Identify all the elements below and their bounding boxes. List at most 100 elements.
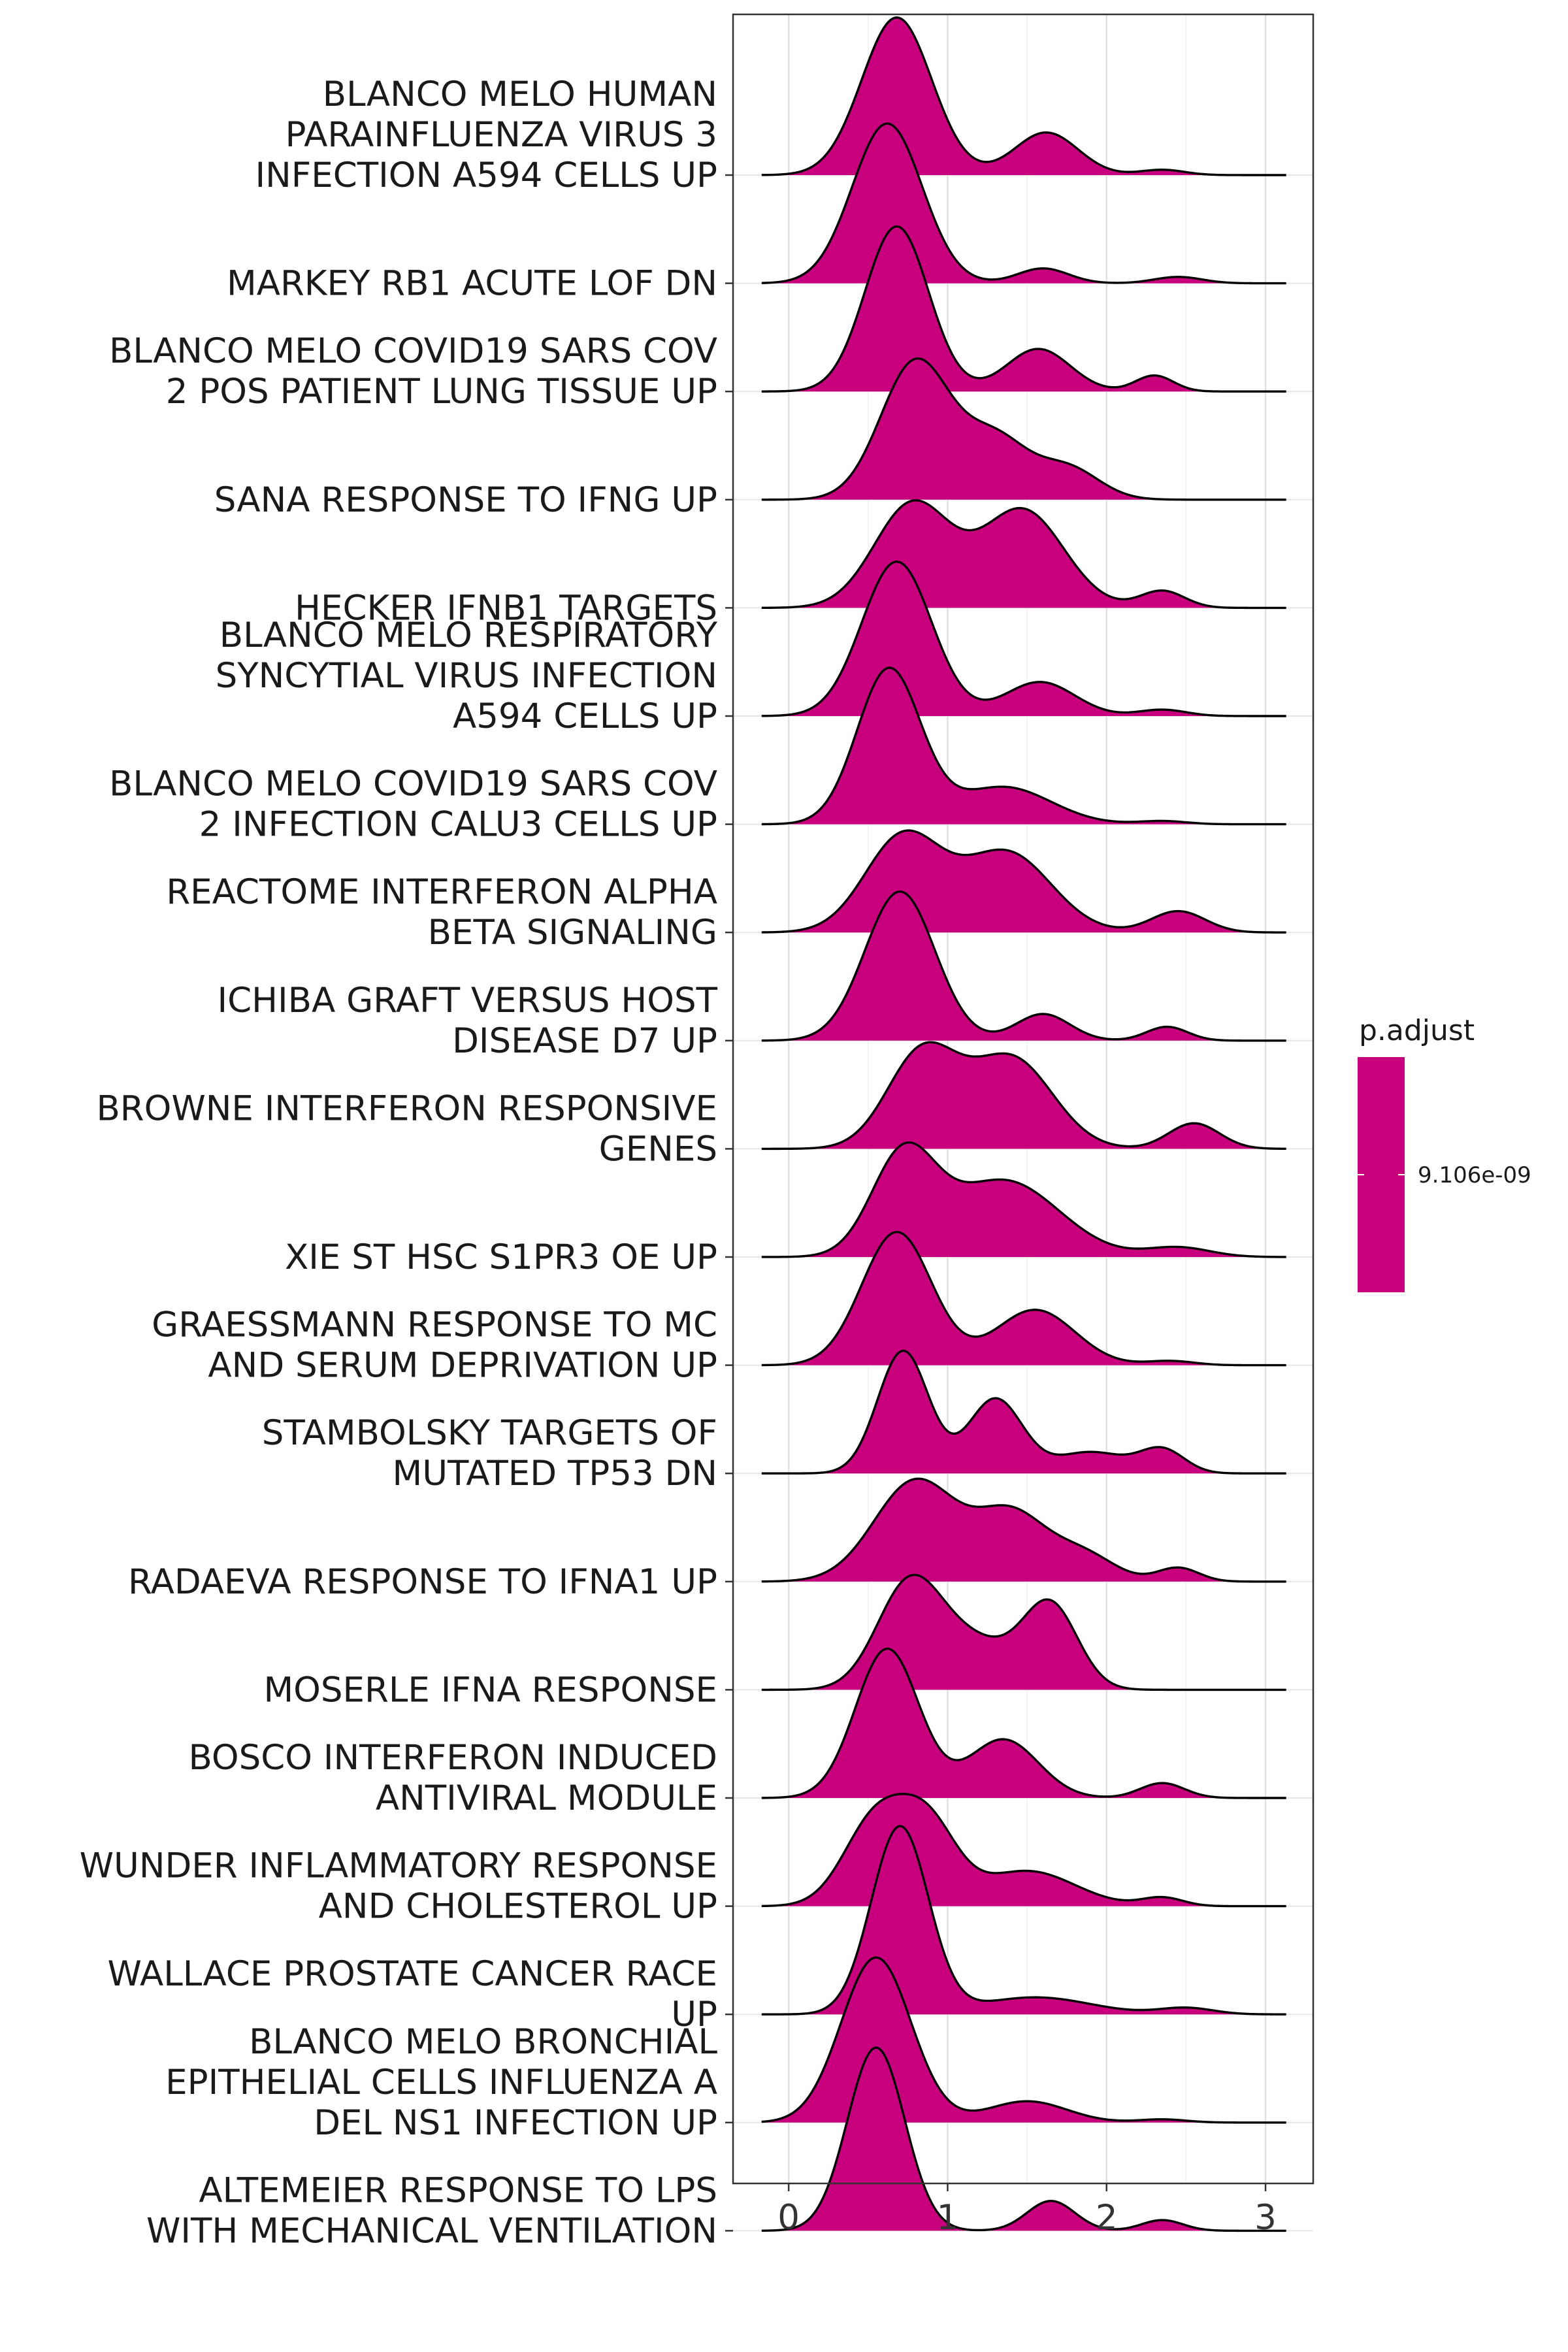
y-tick-label-line: WITH MECHANICAL VENTILATION xyxy=(146,2211,717,2251)
y-tick-label-line: INFECTION A594 CELLS UP xyxy=(255,155,717,195)
y-tick-label-line: SANA RESPONSE TO IFNG UP xyxy=(214,480,717,520)
y-tick-label-line: DEL NS1 INFECTION UP xyxy=(314,2103,717,2143)
ridge-fill xyxy=(761,2048,1286,2231)
ridge-fill xyxy=(761,1478,1286,1582)
ridge-fill xyxy=(761,1648,1286,1798)
y-tick-label-line: WUNDER INFLAMMATORY RESPONSE xyxy=(80,1846,717,1886)
y-tick-label-line: 2 INFECTION CALU3 CELLS UP xyxy=(199,805,717,845)
x-tick-label: 1 xyxy=(937,2198,959,2238)
legend-title: p.adjust xyxy=(1359,1014,1475,1047)
ridge-line xyxy=(761,357,1286,501)
ridge-line xyxy=(761,1230,1286,1367)
ridge-line xyxy=(761,666,1286,826)
y-tick-label-line: BROWNE INTERFERON RESPONSIVE xyxy=(96,1088,717,1128)
ridge-line xyxy=(761,890,1286,1042)
ridge-fill xyxy=(761,1142,1286,1257)
y-tick-label-line: MARKEY RB1 ACUTE LOF DN xyxy=(227,264,717,304)
y-tick-label-line: ANTIVIRAL MODULE xyxy=(376,1778,717,1818)
ridge-fill xyxy=(761,1350,1286,1474)
y-tick-label-line: WALLACE PROSTATE CANCER RACE xyxy=(107,1954,717,1994)
y-tick-label-line: ICHIBA GRAFT VERSUS HOST xyxy=(218,981,718,1021)
y-tick-label: SANA RESPONSE TO IFNG UP xyxy=(214,480,717,520)
y-tick-label-line: PARAINFLUENZA VIRUS 3 xyxy=(286,115,717,155)
ridge-fill xyxy=(761,226,1286,392)
y-tick-label-line: EPITHELIAL CELLS INFLUENZA A xyxy=(165,2063,717,2102)
y-tick-label-line: BLANCO MELO COVID19 SARS COV xyxy=(109,331,717,371)
ridge-line xyxy=(761,225,1286,393)
y-tick-label-line: BOSCO INTERFERON INDUCED xyxy=(188,1738,717,1778)
y-tick-label-line: BLANCO MELO BRONCHIAL xyxy=(249,2022,717,2062)
y-tick-label-line: MUTATED TP53 DN xyxy=(392,1454,717,1494)
y-tick-label-line: AND SERUM DEPRIVATION UP xyxy=(208,1346,717,1386)
y-tick-label-line: STAMBOLSKY TARGETS OF xyxy=(262,1413,717,1453)
legend-tick-label: 9.106e-09 xyxy=(1418,1162,1531,1188)
y-tick-label: RADAEVA RESPONSE TO IFNA1 UP xyxy=(128,1562,717,1602)
x-axis: 0 1 2 3 xyxy=(777,2183,1277,2238)
x-tick-label: 3 xyxy=(1254,2198,1277,2238)
y-tick-label: HECKER IFNB1 TARGETS xyxy=(295,588,717,628)
y-tick-label-line: BETA SIGNALING xyxy=(428,913,717,953)
ridge-line xyxy=(761,499,1286,610)
ridge-line xyxy=(761,1573,1286,1691)
legend: p.adjust 9.106e-09 xyxy=(1358,1014,1531,1292)
ridge-line xyxy=(761,1793,1286,1908)
y-tick-label-line: 2 POS PATIENT LUNG TISSUE UP xyxy=(166,372,717,412)
ridge-line xyxy=(761,2046,1286,2232)
ridge-fill xyxy=(761,668,1286,825)
ridge-line xyxy=(761,122,1286,285)
y-tick-label: MOSERLE IFNA RESPONSE xyxy=(263,1670,717,1710)
y-tick-label-line: GRAESSMANN RESPONSE TO MC xyxy=(152,1305,717,1345)
ridge-line xyxy=(761,1349,1286,1475)
y-tick-label-line: BLANCO MELO COVID19 SARS COV xyxy=(109,764,717,804)
ridges xyxy=(761,16,1286,2232)
ridge-line xyxy=(761,1647,1286,1799)
y-tick-label: XIE ST HSC S1PR3 OE UP xyxy=(285,1237,717,1277)
y-tick-label-line: DISEASE D7 UP xyxy=(452,1021,717,1061)
y-tick-label-line: GENES xyxy=(599,1129,717,1169)
panel-border xyxy=(732,13,1315,2185)
y-tick-label-line: ALTEMEIER RESPONSE TO LPS xyxy=(199,2170,717,2210)
y-tick-label-line: XIE ST HSC S1PR3 OE UP xyxy=(285,1237,717,1277)
ridge-line xyxy=(761,1477,1286,1583)
ridge-line xyxy=(761,1825,1286,2016)
y-tick-label-line: MOSERLE IFNA RESPONSE xyxy=(263,1670,717,1710)
ridge-line xyxy=(761,829,1286,934)
x-tick-label: 2 xyxy=(1096,2198,1118,2238)
y-tick-label-line: RADAEVA RESPONSE TO IFNA1 UP xyxy=(128,1562,717,1602)
ridge-fill xyxy=(761,1042,1286,1149)
ridge-line xyxy=(761,16,1286,176)
x-tick-label: 0 xyxy=(777,2198,800,2238)
ridge-fill xyxy=(761,891,1286,1041)
legend-colorbar xyxy=(1358,1057,1405,1292)
y-tick-label-line: UP xyxy=(671,1995,717,2034)
y-tick-label-line: A594 CELLS UP xyxy=(453,696,717,736)
y-tick-label-line: SYNCYTIAL VIRUS INFECTION xyxy=(216,656,717,696)
ridge-line xyxy=(761,1041,1286,1151)
ridge-line xyxy=(761,1141,1286,1258)
y-tick-label-line: BLANCO MELO HUMAN xyxy=(323,74,717,114)
y-tick-label-line: BLANCO MELO RESPIRATORY xyxy=(220,615,718,655)
ridge-line xyxy=(761,560,1286,717)
y-tick-label-line: AND CHOLESTEROL UP xyxy=(319,1887,717,1927)
y-tick-label-line: HECKER IFNB1 TARGETS xyxy=(295,588,717,628)
ridge-line xyxy=(761,1956,1286,2124)
y-tick-label: MARKEY RB1 ACUTE LOF DN xyxy=(227,264,717,304)
ridge-fill xyxy=(761,1232,1286,1365)
ridge-fill xyxy=(761,358,1286,500)
ridge-fill xyxy=(761,1826,1286,2015)
